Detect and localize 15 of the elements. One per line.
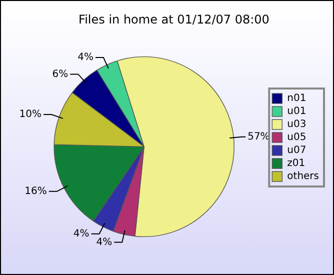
data-label: 4% [78, 52, 94, 64]
data-label: 6% [52, 68, 68, 80]
legend-label: u03 [287, 119, 306, 130]
data-label: 4% [96, 236, 112, 248]
data-label: 4% [73, 228, 90, 240]
legend-label: u07 [287, 145, 306, 156]
chart-title: Files in home at 01/12/07 08:00 [78, 12, 270, 26]
legend-label: u05 [287, 132, 306, 144]
legend-label: z01 [287, 158, 306, 170]
legend-label: n01 [287, 93, 306, 104]
data-label: 16% [24, 186, 47, 198]
data-label: 10% [19, 109, 42, 120]
legend-label: u01 [287, 106, 306, 118]
data-label: 57% [248, 131, 270, 142]
legend-label: others [287, 171, 320, 182]
